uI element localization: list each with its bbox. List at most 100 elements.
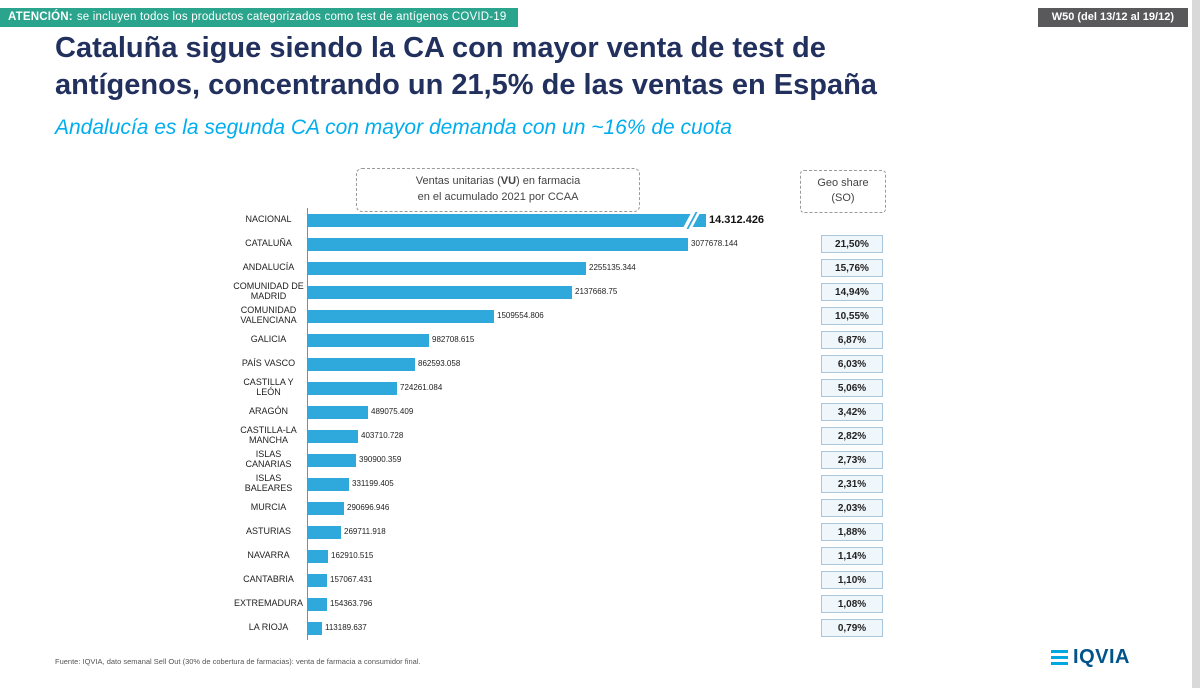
chart-row: ISLAS BALEARES 331199.405 2,31% bbox=[233, 472, 973, 496]
bar-area: 331199.405 bbox=[307, 472, 787, 496]
geo-share-cell: 1,08% bbox=[821, 595, 883, 613]
bar bbox=[308, 453, 356, 467]
bar bbox=[308, 477, 349, 491]
chart-row: CASTILLA-LA MANCHA 403710.728 2,82% bbox=[233, 424, 973, 448]
bar-area: 1509554.806 bbox=[307, 304, 787, 328]
bar bbox=[308, 261, 586, 275]
chart-title-line1-suffix: ) en farmacia bbox=[516, 175, 581, 187]
bar-area: 489075.409 bbox=[307, 400, 787, 424]
right-gutter bbox=[1192, 0, 1200, 688]
geo-share-header-line1: Geo share bbox=[817, 177, 869, 189]
page-subtitle: Andalucía es la segunda CA con mayor dem… bbox=[55, 116, 732, 139]
geo-share-cell: 15,76% bbox=[821, 259, 883, 277]
geo-share-cell: 14,94% bbox=[821, 283, 883, 301]
chart-title-box: Ventas unitarias (VU) en farmacia en el … bbox=[356, 168, 640, 212]
bar-area: 154363.796 bbox=[307, 592, 787, 616]
bar-area: 390900.359 bbox=[307, 448, 787, 472]
iqvia-logo: IQVIA bbox=[1051, 646, 1130, 669]
axis-break-icon bbox=[682, 211, 701, 229]
geo-share-cell: 1,88% bbox=[821, 523, 883, 541]
bar-value-label: 154363.796 bbox=[330, 599, 373, 609]
chart-row: CATALUÑA 3077678.144 21,50% bbox=[233, 232, 973, 256]
bar-area: 162910.515 bbox=[307, 544, 787, 568]
bar bbox=[308, 573, 327, 587]
bar-category-label: CASTILLA Y LEÓN bbox=[243, 377, 294, 397]
page-title: Cataluña sigue siendo la CA con mayor ve… bbox=[55, 30, 1055, 104]
geo-share-cell: 2,73% bbox=[821, 451, 883, 469]
bar-value-label: 3077678.144 bbox=[691, 239, 738, 249]
bar-area: 14.312.426 bbox=[307, 208, 787, 232]
bar bbox=[308, 501, 344, 515]
bar-value-label: 1509554.806 bbox=[497, 311, 544, 321]
geo-share-header-box: Geo share (SO) bbox=[800, 170, 886, 213]
bar-value-label: 2137668.75 bbox=[575, 287, 618, 297]
chart-row: ANDALUCÍA 2255135.344 15,76% bbox=[233, 256, 973, 280]
iqvia-logo-text: IQVIA bbox=[1073, 646, 1130, 668]
bar-category-label: COMUNIDAD VALENCIANA bbox=[240, 305, 297, 325]
bar-category-label: NAVARRA bbox=[247, 550, 290, 561]
bar bbox=[308, 597, 327, 611]
chart-row: LA RIOJA 113189.637 0,79% bbox=[233, 616, 973, 640]
geo-share-cell: 1,10% bbox=[821, 571, 883, 589]
chart-row: NAVARRA 162910.515 1,14% bbox=[233, 544, 973, 568]
bar bbox=[308, 211, 706, 229]
bar bbox=[308, 285, 572, 299]
bar-category-label: LA RIOJA bbox=[248, 622, 289, 633]
bar-value-label: 157067.431 bbox=[330, 575, 373, 585]
bar-value-label: 331199.405 bbox=[352, 479, 394, 489]
bar-chart: NACIONAL 14.312.426 CATALUÑA 3077678.144 21,… bbox=[233, 208, 973, 640]
bar-category-label: CANTABRIA bbox=[243, 574, 294, 585]
chart-title-line1-bold: VU bbox=[500, 175, 517, 187]
bar-category-label: GALICIA bbox=[250, 334, 287, 345]
geo-share-cell: 10,55% bbox=[821, 307, 883, 325]
chart-row: EXTREMADURA 154363.796 1,08% bbox=[233, 592, 973, 616]
bar-category-label: COMUNIDAD DE MADRID bbox=[233, 281, 304, 301]
chart-row: CANTABRIA 157067.431 1,10% bbox=[233, 568, 973, 592]
bar-area: 269711.918 bbox=[307, 520, 787, 544]
bar-value-label: 390900.359 bbox=[359, 455, 402, 465]
bar bbox=[308, 621, 322, 635]
bar bbox=[308, 309, 494, 323]
chart-row: PAÍS VASCO 862593.058 6,03% bbox=[233, 352, 973, 376]
bar bbox=[308, 357, 415, 371]
chart-row: GALICIA 982708.615 6,87% bbox=[233, 328, 973, 352]
chart-row: ASTURIAS 269711.918 1,88% bbox=[233, 520, 973, 544]
geo-share-cell: 2,31% bbox=[821, 475, 883, 493]
page-title-line1: Cataluña sigue siendo la CA con mayor ve… bbox=[55, 32, 826, 64]
source-note: Fuente: IQVIA, dato semanal Sell Out (30… bbox=[55, 657, 421, 666]
bar bbox=[308, 405, 368, 419]
bar-area: 982708.615 bbox=[307, 328, 787, 352]
iqvia-bars-icon bbox=[1051, 649, 1069, 666]
bar-value-label: 489075.409 bbox=[371, 407, 414, 417]
geo-share-header-line2: (SO) bbox=[831, 192, 855, 205]
bar-area: 3077678.144 bbox=[307, 232, 787, 256]
bar-value-label: 982708.615 bbox=[432, 335, 475, 345]
geo-share-cell: 0,79% bbox=[821, 619, 883, 637]
attention-label: ATENCIÓN: bbox=[8, 11, 73, 23]
geo-share-cell: 6,87% bbox=[821, 331, 883, 349]
bar-area: 724261.084 bbox=[307, 376, 787, 400]
bar-value-label: 14.312.426 bbox=[709, 213, 765, 226]
bar bbox=[308, 333, 429, 347]
chart-row: ISLAS CANARIAS 390900.359 2,73% bbox=[233, 448, 973, 472]
bar-area: 2255135.344 bbox=[307, 256, 787, 280]
bar-value-label: 162910.515 bbox=[331, 551, 374, 561]
chart-row: MURCIA 290696.946 2,03% bbox=[233, 496, 973, 520]
bar-area: 290696.946 bbox=[307, 496, 787, 520]
geo-share-cell: 2,82% bbox=[821, 427, 883, 445]
chart-title-line2: en el acumulado 2021 por CCAA bbox=[417, 190, 579, 203]
bar-value-label: 724261.084 bbox=[400, 383, 443, 393]
geo-share-cell: 1,14% bbox=[821, 547, 883, 565]
bar-category-label: ISLAS BALEARES bbox=[244, 473, 293, 493]
geo-share-cell: 3,42% bbox=[821, 403, 883, 421]
bar-area: 157067.431 bbox=[307, 568, 787, 592]
bar-category-label: ASTURIAS bbox=[245, 526, 291, 537]
page-title-line2: antígenos, concentrando un 21,5% de las … bbox=[55, 69, 877, 102]
geo-share-cell: 6,03% bbox=[821, 355, 883, 373]
geo-share-cell: 21,50% bbox=[821, 235, 883, 253]
chart-row: COMUNIDAD VALENCIANA 1509554.806 10,55% bbox=[233, 304, 973, 328]
bar bbox=[308, 429, 358, 443]
attention-text: se incluyen todos los productos categori… bbox=[76, 11, 507, 23]
bar-area: 113189.637 bbox=[307, 616, 787, 640]
